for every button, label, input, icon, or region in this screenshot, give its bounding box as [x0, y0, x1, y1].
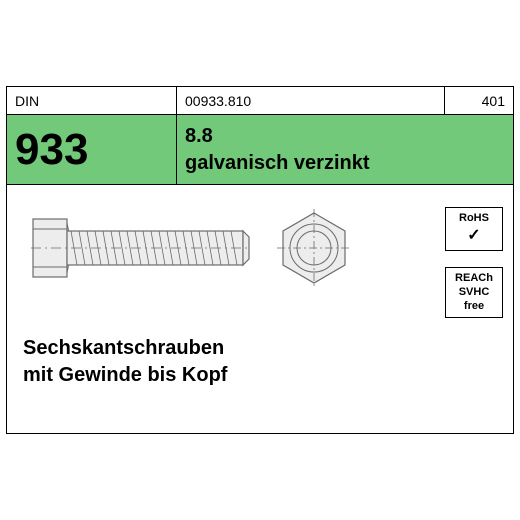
grade: 8.8 [185, 125, 505, 148]
standard-number: 933 [7, 115, 177, 184]
card-body: RoHS ✓ REACh SVHC free Sechskantschraube… [7, 185, 513, 433]
reach-l1: REACh [448, 272, 500, 286]
standard-details: 8.8 galvanisch verzinkt [177, 115, 513, 184]
reach-badge: REACh SVHC free [445, 267, 503, 318]
reach-l2: SVHC [448, 286, 500, 300]
bolt-end-view [277, 209, 351, 287]
rohs-label: RoHS [448, 212, 500, 226]
finish: galvanisch verzinkt [185, 152, 505, 175]
rohs-badge: RoHS ✓ [445, 207, 503, 251]
reach-l3: free [448, 300, 500, 314]
desc-l2: mit Gewinde bis Kopf [23, 362, 227, 389]
description: Sechskantschrauben mit Gewinde bis Kopf [23, 335, 227, 389]
header-code: 00933.810 [177, 87, 445, 114]
bolt-side-view [31, 215, 251, 281]
check-icon: ✓ [448, 226, 500, 246]
header-row: DIN 00933.810 401 [7, 87, 513, 115]
header-right: 401 [445, 87, 513, 114]
product-card: DIN 00933.810 401 933 8.8 galvanisch ver… [6, 86, 514, 434]
standard-row: 933 8.8 galvanisch verzinkt [7, 115, 513, 185]
desc-l1: Sechskantschrauben [23, 335, 227, 362]
header-din: DIN [7, 87, 177, 114]
